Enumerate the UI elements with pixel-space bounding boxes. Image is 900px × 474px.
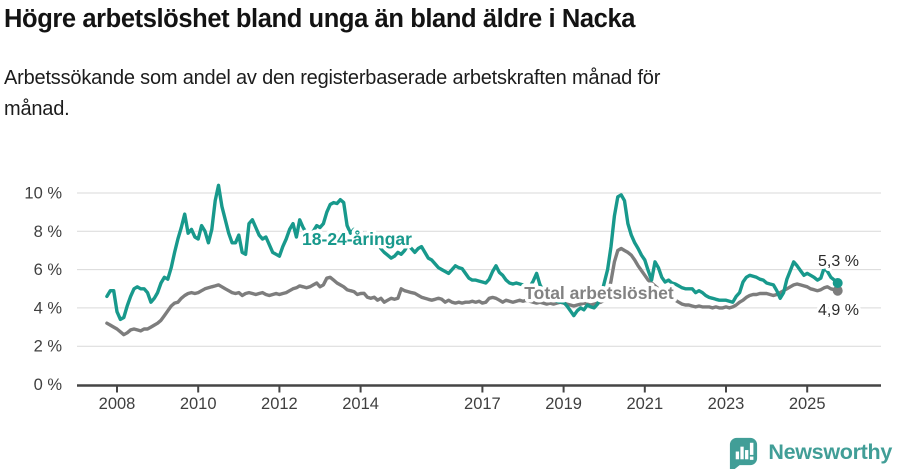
y-axis-label: 4 % [34,299,63,317]
y-axis-label: 2 % [34,338,63,356]
y-axis-label: 6 % [34,261,63,279]
y-axis-label: 10 % [24,185,62,203]
x-axis-label: 2021 [626,395,663,413]
x-axis-label: 2012 [261,395,298,413]
y-axis-label: 8 % [34,223,63,241]
x-axis-label: 2010 [180,395,217,413]
x-axis-label: 2008 [99,395,136,413]
series-label-total: Total arbetslöshet [524,283,674,303]
x-axis-label: 2023 [708,395,745,413]
series-line-youth [105,183,840,322]
x-axis-label: 2014 [342,395,379,413]
series-line-total [105,246,840,337]
chart-subtitle-line-2: månad. [4,98,70,120]
newsworthy-logo-text: Newsworthy [768,439,892,464]
x-axis-label: 2019 [545,395,582,413]
x-axis-label: 2025 [789,395,826,413]
newsworthy-logo-icon [730,437,758,469]
newsworthy-logo: Newsworthy [727,434,892,470]
end-label-total: 4,9 % [818,302,859,319]
page-title: Högre arbetslöshet bland unga än bland ä… [4,5,636,33]
series-label-youth: 18-24-åringar [302,229,412,249]
y-axis-label: 0 % [34,376,63,394]
x-axis-label: 2017 [464,395,501,413]
end-dot-youth [832,278,843,288]
chart-subtitle-line-1: Arbetssökande som andel av den registerb… [4,67,661,89]
chart-subtitle: Arbetssökande som andel av den registerb… [4,63,864,125]
end-dot-total [832,285,843,296]
end-label-youth: 5,3 % [818,253,859,270]
